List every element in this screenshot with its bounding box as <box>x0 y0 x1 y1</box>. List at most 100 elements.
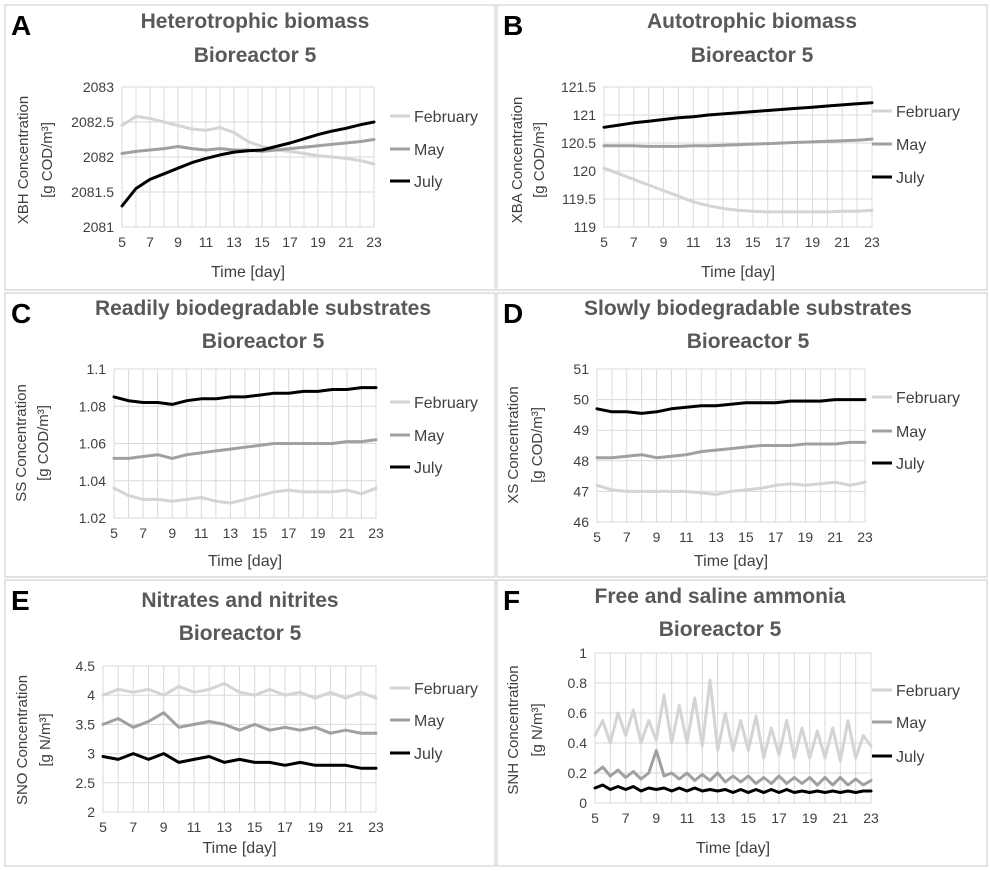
chart-subtitle: Bioreactor 5 <box>687 330 810 353</box>
x-tick-label: 17 <box>768 529 784 545</box>
x-tick-label: 9 <box>660 234 668 250</box>
x-tick-label: 11 <box>679 529 694 545</box>
plot-area <box>113 368 377 519</box>
panel-border <box>496 579 988 867</box>
x-tick-label: 5 <box>118 234 126 250</box>
chart-subtitle: Bioreactor 5 <box>202 330 325 353</box>
x-tick-label: 11 <box>686 234 701 250</box>
y-tick-label: 1.1 <box>87 361 107 377</box>
x-tick-label: 19 <box>310 525 326 541</box>
panel-letter: C <box>11 298 31 329</box>
plot-area <box>603 86 873 228</box>
y-axis-label: XS Concentration <box>505 386 522 504</box>
series-line-may <box>595 440 867 460</box>
series-line-may <box>101 711 378 735</box>
x-tick-label: 19 <box>805 234 821 250</box>
legend-label-may: May <box>414 142 444 159</box>
y-axis-label-unit: [g COD/m³] <box>35 405 52 481</box>
chart-title: Free and saline ammonia <box>595 585 846 608</box>
x-tick-label: 5 <box>110 525 118 541</box>
series-line-february <box>602 166 874 214</box>
x-tick-label: 7 <box>630 234 638 250</box>
panel-border <box>4 292 496 578</box>
x-tick-label: 11 <box>187 819 202 835</box>
chart-subtitle: Bioreactor 5 <box>691 44 814 67</box>
x-tick-label: 17 <box>281 525 297 541</box>
x-tick-label: 11 <box>199 234 214 250</box>
y-axis-label-unit: [g N/m³] <box>37 713 54 766</box>
y-tick-label: 119.5 <box>562 191 596 207</box>
chart-panel-f: F Free and saline ammonia Bioreactor 5 5 7 9 1… <box>496 579 988 867</box>
x-tick-label: 23 <box>366 234 382 250</box>
x-tick-label: 5 <box>600 234 608 250</box>
x-tick-label: 17 <box>775 234 791 250</box>
y-tick-label: 3 <box>87 746 95 762</box>
panel-border <box>496 4 988 291</box>
y-tick-label: 47 <box>573 483 589 499</box>
legend-label-may: May <box>896 137 926 154</box>
x-axis-label: Time [day] <box>211 264 285 281</box>
x-tick-label: 13 <box>217 819 233 835</box>
plot-area <box>121 86 375 228</box>
x-axis-label: Time [day] <box>696 840 770 857</box>
x-tick-label: 23 <box>864 234 880 250</box>
chart-panel-b: B Autotrophic biomass Bioreactor 5 5 7 9 11 13 1… <box>496 4 988 291</box>
panel-letter: B <box>503 10 523 41</box>
x-axis-label: Time [day] <box>208 553 282 570</box>
legend-label-july: July <box>896 456 924 473</box>
series-line-february <box>593 678 873 763</box>
legend-label-july: July <box>414 460 442 477</box>
x-tick-label: 9 <box>652 810 660 826</box>
y-tick-label: 121.5 <box>561 79 596 95</box>
x-tick-label: 5 <box>593 529 601 545</box>
x-tick-label: 5 <box>99 819 107 835</box>
x-tick-label: 5 <box>591 810 599 826</box>
x-tick-label: 7 <box>623 529 631 545</box>
legend-label-february: February <box>896 390 960 407</box>
x-tick-label: 11 <box>680 810 695 826</box>
series-line-february <box>120 114 376 166</box>
x-tick-label: 21 <box>833 810 849 826</box>
x-tick-label: 23 <box>368 525 384 541</box>
y-tick-label: 121 <box>573 107 597 123</box>
y-tick-label: 2083 <box>83 79 114 95</box>
legend-label-july: July <box>414 746 442 763</box>
plot-area <box>594 652 872 804</box>
chart-subtitle: Bioreactor 5 <box>659 618 782 641</box>
chart-panel-d: D Slowly biodegradable substrates Bioreact… <box>496 292 988 578</box>
series-line-may <box>602 137 874 148</box>
series-line-february <box>101 682 378 700</box>
legend-label-february: February <box>896 104 960 121</box>
chart-panel-e: E Nitrates and nitrites Bioreactor 5 5 7 9 11 1… <box>4 579 496 867</box>
y-tick-label: 2081.5 <box>71 184 114 200</box>
x-tick-label: 15 <box>738 529 754 545</box>
legend-label-february: February <box>414 109 478 126</box>
x-tick-label: 19 <box>310 234 326 250</box>
y-axis-label: SNO Concentration <box>14 675 31 805</box>
y-axis-label: SNH Concentration <box>505 665 522 794</box>
x-tick-label: 15 <box>741 810 757 826</box>
series-line-may <box>593 749 873 787</box>
panel-letter: A <box>11 10 31 41</box>
series-line-february <box>112 486 378 505</box>
legend-label-may: May <box>414 428 444 445</box>
chart-title: Nitrates and nitrites <box>141 589 338 612</box>
series-line-february <box>595 480 867 496</box>
x-tick-label: 21 <box>834 234 850 250</box>
series-line-july <box>101 752 378 770</box>
plot-area <box>102 665 377 813</box>
chart-title: Heterotrophic biomass <box>141 10 370 33</box>
y-tick-label: 1.02 <box>79 510 106 526</box>
y-tick-label: 3.5 <box>76 716 96 732</box>
legend-label-may: May <box>414 713 444 730</box>
y-axis-label-unit: [g COD/m³] <box>529 407 546 483</box>
x-tick-label: 21 <box>338 234 354 250</box>
y-tick-label: 1.06 <box>79 436 106 452</box>
panel-border <box>4 4 496 291</box>
chart-subtitle: Bioreactor 5 <box>194 44 317 67</box>
x-tick-label: 13 <box>715 234 731 250</box>
chart-subtitle: Bioreactor 5 <box>179 622 302 645</box>
x-tick-label: 21 <box>338 819 354 835</box>
x-tick-label: 21 <box>827 529 843 545</box>
